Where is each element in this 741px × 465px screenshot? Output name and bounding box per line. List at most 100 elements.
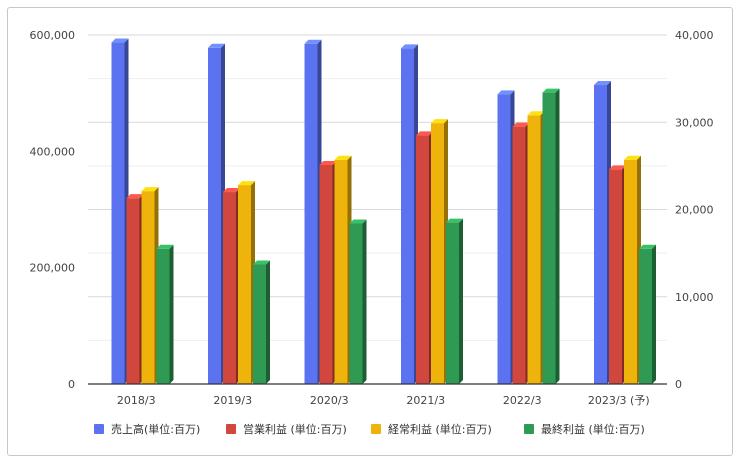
legend-label: 売上高(単位:百万): [111, 422, 200, 436]
bar: [431, 119, 448, 384]
bar-front: [141, 191, 155, 384]
bar-top: [304, 39, 322, 44]
bar-front: [156, 248, 170, 384]
bar: [624, 155, 641, 384]
bar: [253, 260, 270, 384]
x-tick-label: 2020/3: [310, 394, 349, 407]
bar-front: [349, 223, 363, 384]
bar-front: [609, 169, 622, 384]
bar-front: [334, 159, 348, 384]
bar: [304, 39, 322, 384]
left-y-axis: 0 200,000 400,000 600,000: [30, 29, 76, 391]
legend-item: 売上高(単位:百万): [94, 422, 200, 436]
x-tick-label: 2019/3: [213, 394, 252, 407]
legend: 売上高(単位:百万) 営業利益 (単位:百万) 経常利益 (単位:百万) 最終利益 (…: [94, 422, 645, 436]
right-tick-label: 30,000: [675, 116, 714, 129]
bar-front: [416, 135, 429, 384]
bar: [238, 181, 255, 384]
bars: [111, 38, 656, 385]
bar: [542, 88, 560, 385]
bar: [446, 218, 463, 384]
bar-side: [362, 219, 367, 384]
bar-front: [431, 123, 444, 384]
x-tick-label: 2022/3: [503, 394, 542, 407]
bar-front: [223, 192, 236, 384]
legend-swatch: [94, 424, 104, 434]
bar-side: [169, 244, 174, 384]
right-tick-label: 20,000: [675, 204, 714, 217]
bar: [401, 44, 418, 385]
bar-front: [401, 48, 414, 385]
bar-top: [111, 38, 129, 43]
bar-front: [542, 92, 556, 385]
bar-top: [223, 188, 240, 193]
bar-top: [542, 88, 560, 93]
bar-top: [238, 181, 255, 186]
left-tick-label: 0: [68, 378, 75, 391]
bar-top: [639, 244, 656, 249]
legend-label: 経常利益 (単位:百万): [388, 422, 492, 436]
right-tick-label: 0: [675, 378, 682, 391]
bar-top: [609, 165, 626, 170]
bar-top: [446, 218, 463, 223]
legend-item: 最終利益 (単位:百万): [524, 422, 645, 436]
bar-top: [401, 44, 418, 49]
bar-side: [459, 218, 463, 384]
x-axis: 2018/3 2019/3 2020/3 2021/3 2022/3 2023/3 (予): [117, 394, 650, 407]
left-tick-label: 600,000: [30, 29, 76, 42]
bar: [497, 90, 515, 384]
bar-top: [497, 90, 515, 95]
bar: [208, 43, 225, 385]
bar: [527, 111, 545, 385]
bar: [126, 194, 144, 384]
bar: [512, 122, 530, 385]
right-y-axis: 0 10,000 20,000 30,000 40,000: [675, 29, 714, 391]
bar: [141, 187, 159, 384]
bar-top: [349, 219, 367, 224]
bar-top: [416, 131, 433, 136]
bar-top: [141, 187, 159, 192]
bar: [111, 38, 129, 384]
bar-top: [431, 119, 448, 124]
bar-top: [334, 155, 352, 160]
bar-front: [319, 165, 333, 384]
bar-front: [594, 85, 607, 385]
bar-front: [639, 248, 652, 384]
x-tick-label: 2018/3: [117, 394, 156, 407]
bar-top: [126, 194, 144, 199]
bar-front: [208, 47, 221, 385]
bar-front: [512, 126, 526, 385]
bar-side: [555, 88, 560, 385]
bar-top: [512, 122, 530, 127]
bar: [334, 155, 352, 384]
gridlines: [88, 34, 667, 341]
bar: [639, 244, 656, 384]
bar-front: [446, 222, 459, 384]
chart-frame: [7, 7, 733, 456]
left-tick-label: 200,000: [30, 262, 76, 275]
bar-top: [624, 155, 641, 160]
bar-top: [527, 111, 545, 116]
bar-top: [594, 81, 611, 86]
bar: [609, 165, 626, 384]
x-tick-label: 2023/3 (予): [588, 394, 650, 407]
bar: [594, 81, 611, 385]
legend-item: 経常利益 (単位:百万): [371, 422, 492, 436]
legend-label: 最終利益 (単位:百万): [541, 422, 645, 436]
left-tick-label: 400,000: [30, 145, 76, 158]
bar-top: [253, 260, 270, 265]
legend-label: 営業利益 (単位:百万): [243, 422, 347, 436]
bar: [319, 161, 337, 384]
legend-swatch: [371, 424, 381, 434]
bar-top: [156, 244, 174, 249]
bar-front: [111, 42, 125, 384]
legend-swatch: [226, 424, 236, 434]
bar: [349, 219, 367, 384]
bar-front: [253, 264, 266, 384]
bar-front: [126, 198, 140, 384]
legend-swatch: [524, 424, 534, 434]
bar-front: [527, 115, 541, 385]
x-tick-label: 2021/3: [406, 394, 445, 407]
